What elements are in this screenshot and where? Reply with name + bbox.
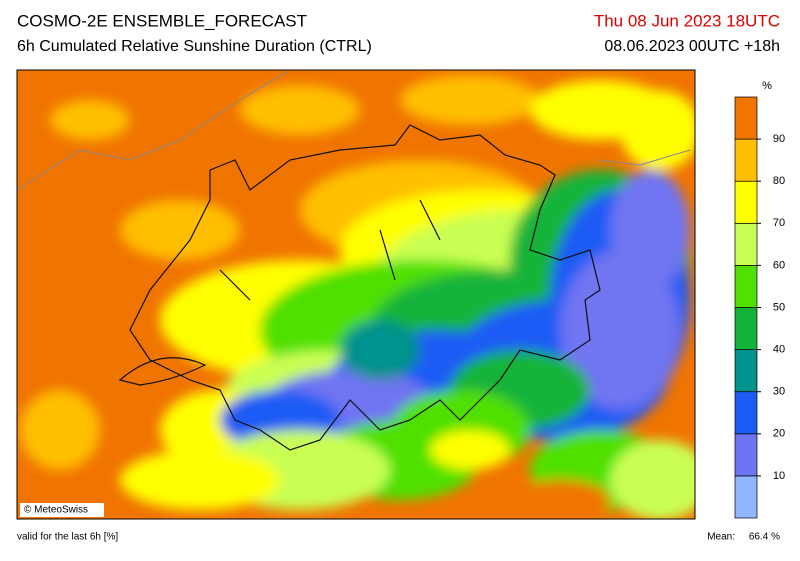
legend-swatch bbox=[734, 222, 758, 266]
legend-tick-label: 50 bbox=[773, 301, 785, 313]
field-patch bbox=[120, 200, 240, 260]
mean-value: 66.4 % bbox=[749, 532, 780, 543]
subtitle: 6h Cumulated Relative Sunshine Duration … bbox=[17, 38, 372, 55]
legend-tick-label: 30 bbox=[773, 386, 785, 398]
legend-swatch bbox=[734, 96, 758, 140]
field-patch bbox=[20, 390, 100, 470]
legend: 10 20 30 40 50 60 70 80 90% bbox=[734, 80, 785, 519]
legend-swatch bbox=[734, 307, 758, 350]
legend-tick-label: 80 bbox=[773, 175, 785, 187]
valid-time: Thu 08 Jun 2023 18UTC bbox=[594, 11, 780, 30]
legend-swatch bbox=[734, 433, 758, 477]
footer-note: valid for the last 6h [%] bbox=[17, 532, 118, 543]
legend-tick-label: 90 bbox=[773, 133, 785, 145]
field-patch bbox=[620, 90, 695, 170]
legend-tick-label: 20 bbox=[773, 428, 785, 440]
legend-tick-label: 40 bbox=[773, 344, 785, 356]
field-patch bbox=[610, 170, 690, 290]
map-frame bbox=[16, 69, 696, 520]
legend-unit: % bbox=[762, 80, 772, 92]
field-patch bbox=[50, 100, 130, 140]
legend-swatch bbox=[734, 180, 758, 224]
field-patch bbox=[120, 450, 280, 510]
mean-label: Mean: bbox=[707, 532, 735, 543]
legend-swatch bbox=[734, 475, 758, 519]
country-lines bbox=[17, 70, 691, 191]
field-patch bbox=[240, 85, 360, 135]
field-patch bbox=[340, 320, 420, 380]
field-patch bbox=[610, 440, 695, 519]
credit-box bbox=[20, 503, 104, 517]
legend-tick-label: 60 bbox=[773, 259, 785, 271]
field-patch bbox=[400, 75, 540, 125]
legend-swatch bbox=[734, 265, 758, 308]
field-patch bbox=[430, 430, 510, 470]
title: COSMO-2E ENSEMBLE_FORECAST bbox=[17, 11, 307, 30]
legend-swatch bbox=[734, 138, 758, 182]
credit: © MeteoSwiss bbox=[24, 505, 88, 516]
legend-swatch bbox=[734, 349, 758, 393]
borders bbox=[118, 124, 601, 451]
run-time: 08.06.2023 00UTC +18h bbox=[604, 38, 780, 55]
field-patch bbox=[510, 480, 610, 519]
map bbox=[17, 70, 695, 519]
legend-swatch bbox=[734, 391, 758, 435]
field-patches bbox=[20, 75, 695, 519]
legend-tick-label: 70 bbox=[773, 217, 785, 229]
legend-tick-label: 10 bbox=[773, 470, 785, 482]
